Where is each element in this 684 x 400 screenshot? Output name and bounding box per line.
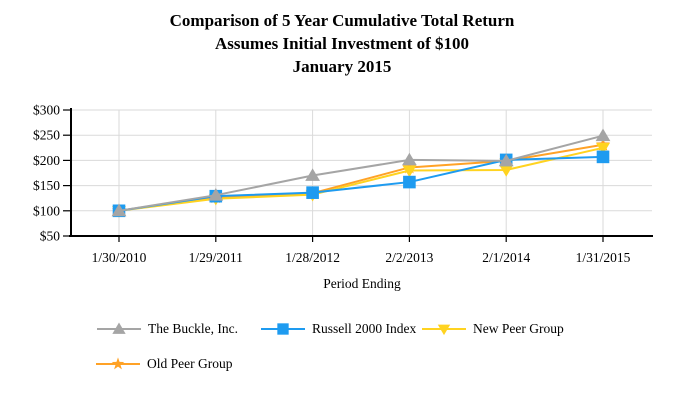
x-tick-label: 1/30/2010 xyxy=(92,250,147,265)
chart-title: Comparison of 5 Year Cumulative Total Re… xyxy=(0,9,684,78)
data-point-the-buckle-inc xyxy=(305,168,320,181)
legend-marker xyxy=(437,324,451,336)
legend-label: The Buckle, Inc. xyxy=(148,321,238,336)
legend-item-old-peer-group: Old Peer Group xyxy=(95,356,232,372)
data-point-russell-2000-index xyxy=(403,175,416,189)
legend-label: Russell 2000 Index xyxy=(312,321,417,336)
y-tick-label: $200 xyxy=(33,153,60,168)
data-point-new-peer-group xyxy=(596,143,610,155)
data-point-the-buckle-inc xyxy=(402,152,417,166)
y-tick-label: $300 xyxy=(33,103,60,118)
y-tick-label: $250 xyxy=(33,128,60,143)
data-point-russell-2000-index xyxy=(596,150,610,164)
old-peer-star-icon xyxy=(96,357,140,370)
legend-item-russell-2000-index: Russell 2000 Index xyxy=(260,321,416,337)
x-tick-label: 1/28/2012 xyxy=(285,250,340,265)
legend-marker xyxy=(111,357,125,370)
x-tick-label: 2/1/2014 xyxy=(482,250,530,265)
x-tick-label: 1/31/2015 xyxy=(576,250,631,265)
buckle-triangle-icon xyxy=(97,322,141,334)
russell-square-icon xyxy=(261,323,305,335)
plot-area: $50 $100 $150 $200 $250 $300 1/30/2010 1/29/201… xyxy=(33,103,653,265)
legend-marker xyxy=(112,322,126,334)
chart-title-line-2: Assumes Initial Investment of $100 xyxy=(214,34,470,53)
data-point-new-peer-group xyxy=(499,165,514,177)
x-axis-title: Period Ending xyxy=(323,276,401,291)
data-point-the-buckle-inc xyxy=(595,128,611,142)
x-tick-label: 1/29/2011 xyxy=(189,250,243,265)
chart-title-line-1: Comparison of 5 Year Cumulative Total Re… xyxy=(169,11,515,30)
legend-item-the-buckle-inc: The Buckle, Inc. xyxy=(96,321,238,337)
data-point-the-buckle-inc xyxy=(208,187,224,201)
data-point-russell-2000-index xyxy=(306,186,319,199)
y-tick-label: $150 xyxy=(33,178,60,193)
data-point-the-buckle-inc xyxy=(498,153,514,167)
y-tick-label: $100 xyxy=(33,203,60,218)
y-tick-label: $50 xyxy=(40,229,61,244)
new-peer-triangle-down-icon xyxy=(422,324,466,336)
data-point-the-buckle-inc xyxy=(111,203,127,217)
x-tick-label: 2/2/2013 xyxy=(385,250,433,265)
legend-label: New Peer Group xyxy=(473,321,564,336)
legend-item-new-peer-group: New Peer Group xyxy=(421,321,564,337)
series-line-the-buckle-inc xyxy=(118,134,604,212)
legend-label: Old Peer Group xyxy=(147,356,233,371)
chart-title-line-3: January 2015 xyxy=(292,57,392,76)
series-line-new-peer-group xyxy=(118,146,604,212)
data-point-new-peer-group xyxy=(402,165,417,178)
legend-marker xyxy=(277,323,289,335)
